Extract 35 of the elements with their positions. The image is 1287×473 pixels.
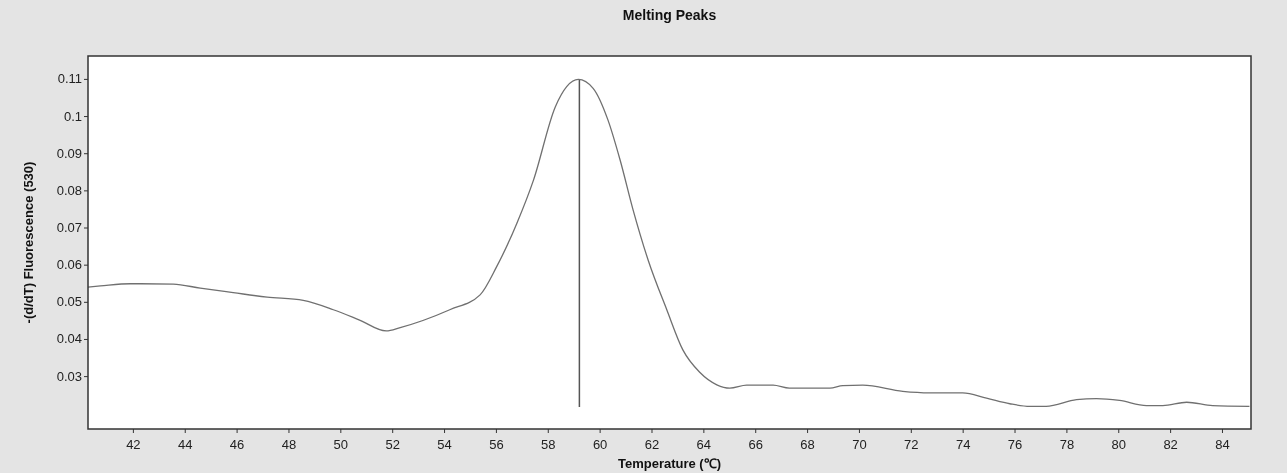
y-tick-label: 0.05 [56, 294, 82, 310]
x-tick-label: 48 [281, 437, 297, 452]
x-tick-label: 68 [800, 437, 815, 452]
x-tick-label: 50 [333, 437, 349, 452]
x-tick-label: 52 [385, 437, 400, 452]
x-tick-label: 56 [489, 437, 504, 452]
x-tick-label: 74 [955, 437, 971, 452]
x-tick-label: 44 [178, 437, 193, 452]
x-tick-label: 80 [1111, 437, 1126, 452]
x-tick-label: 76 [1007, 437, 1023, 452]
x-tick-label: 46 [229, 437, 245, 452]
x-tick-label: 58 [541, 437, 556, 452]
x-tick-label: 78 [1059, 437, 1075, 452]
x-tick-label: 72 [904, 437, 919, 452]
y-tick-label: 0.11 [57, 71, 82, 87]
x-tick-label: 70 [852, 437, 867, 452]
x-tick-label: 62 [644, 437, 660, 452]
y-tick-label: 0.08 [56, 182, 82, 198]
x-tick-label: 42 [126, 437, 141, 452]
line-series [87, 78, 1251, 407]
x-tick-label: 60 [592, 437, 608, 452]
x-tick-label: 54 [437, 437, 452, 452]
x-tick-label: 84 [1215, 437, 1230, 452]
x-axis-title: Temperature (℃) [617, 456, 722, 471]
x-tick-label: 64 [696, 437, 712, 452]
y-tick-label: 0.07 [56, 220, 82, 236]
y-axis-title: -(d/dT) Fluorescence (530) [21, 161, 36, 324]
y-tick-label: 0.1 [63, 108, 82, 124]
x-tick-label: 82 [1163, 437, 1178, 452]
y-tick-label: 0.09 [56, 145, 82, 161]
y-tick-label: 0.06 [56, 257, 82, 273]
y-tick-label: 0.04 [56, 331, 82, 347]
y-tick-label: 0.03 [56, 368, 82, 384]
x-tick-label: 66 [748, 437, 763, 452]
chart-title: Melting Peaks [622, 7, 717, 23]
